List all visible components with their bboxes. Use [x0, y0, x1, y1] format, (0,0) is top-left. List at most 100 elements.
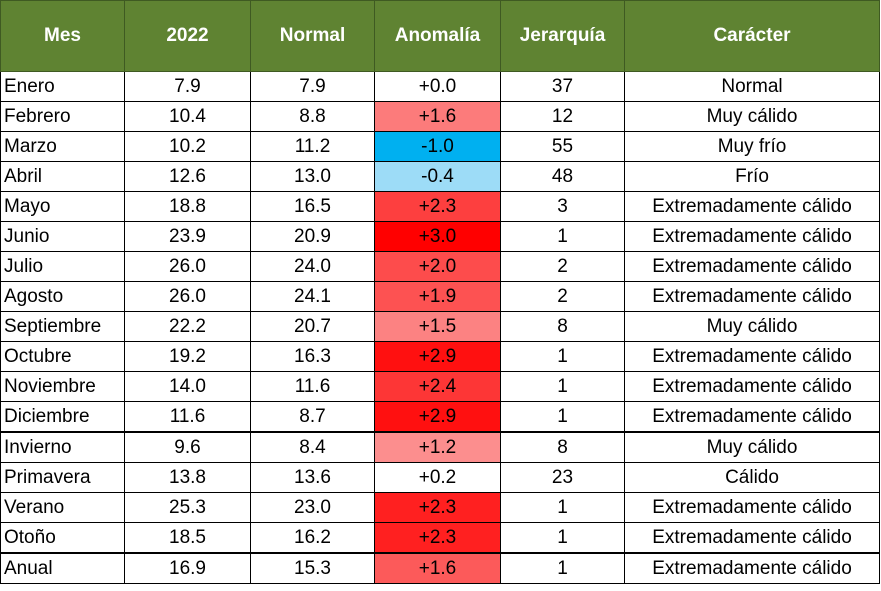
cell-jerarquia: 1	[500, 522, 625, 554]
table-row: Mayo 18.8 16.5 +2.3 3 Extremadamente cálido	[0, 191, 880, 222]
cell-mes: Invierno	[0, 431, 125, 463]
cell-anomalia: +2.9	[374, 401, 501, 433]
cell-normal: 8.8	[250, 101, 375, 132]
header-caracter: Carácter	[624, 0, 880, 72]
cell-normal: 13.0	[250, 161, 375, 192]
cell-anomalia: +1.5	[374, 311, 501, 342]
cell-caracter: Extremadamente cálido	[624, 371, 880, 402]
cell-2022: 11.6	[124, 401, 251, 433]
cell-anomalia: +1.9	[374, 281, 501, 312]
cell-mes: Agosto	[0, 281, 125, 312]
cell-mes: Enero	[0, 71, 125, 102]
header-mes: Mes	[0, 0, 125, 72]
cell-jerarquia: 55	[500, 131, 625, 162]
cell-anomalia: +0.0	[374, 71, 501, 102]
table-row: Junio 23.9 20.9 +3.0 1 Extremadamente cálido	[0, 221, 880, 252]
cell-normal: 16.5	[250, 191, 375, 222]
cell-caracter: Extremadamente cálido	[624, 522, 880, 554]
cell-2022: 26.0	[124, 251, 251, 282]
cell-anomalia: +0.2	[374, 462, 501, 493]
cell-jerarquia: 23	[500, 462, 625, 493]
table-row: Diciembre 11.6 8.7 +2.9 1 Extremadamente cáli…	[0, 401, 880, 433]
cell-caracter: Muy frío	[624, 131, 880, 162]
cell-caracter: Normal	[624, 71, 880, 102]
table-row: Noviembre 14.0 11.6 +2.4 1 Extremadamente cál…	[0, 371, 880, 402]
cell-mes: Diciembre	[0, 401, 125, 433]
cell-caracter: Muy cálido	[624, 101, 880, 132]
cell-caracter: Extremadamente cálido	[624, 191, 880, 222]
cell-caracter: Muy cálido	[624, 431, 880, 463]
cell-normal: 20.9	[250, 221, 375, 252]
cell-anomalia: +3.0	[374, 221, 501, 252]
cell-jerarquia: 48	[500, 161, 625, 192]
cell-2022: 19.2	[124, 341, 251, 372]
cell-2022: 18.8	[124, 191, 251, 222]
table-row: Agosto 26.0 24.1 +1.9 2 Extremadamente cálido	[0, 281, 880, 312]
cell-mes: Julio	[0, 251, 125, 282]
cell-2022: 13.8	[124, 462, 251, 493]
cell-2022: 22.2	[124, 311, 251, 342]
cell-mes: Verano	[0, 492, 125, 523]
cell-jerarquia: 3	[500, 191, 625, 222]
cell-jerarquia: 37	[500, 71, 625, 102]
cell-normal: 20.7	[250, 311, 375, 342]
cell-2022: 25.3	[124, 492, 251, 523]
header-anomalia: Anomalía	[374, 0, 501, 72]
cell-jerarquia: 8	[500, 431, 625, 463]
cell-normal: 13.6	[250, 462, 375, 493]
cell-jerarquia: 1	[500, 552, 625, 584]
cell-jerarquia: 1	[500, 401, 625, 433]
cell-anomalia: +1.6	[374, 101, 501, 132]
table-row: Anual 16.9 15.3 +1.6 1 Extremadamente cálido	[0, 552, 880, 584]
table-row: Febrero 10.4 8.8 +1.6 12 Muy cálido	[0, 101, 880, 132]
cell-jerarquia: 8	[500, 311, 625, 342]
cell-2022: 10.2	[124, 131, 251, 162]
table-row: Octubre 19.2 16.3 +2.9 1 Extremadamente cálid…	[0, 341, 880, 372]
cell-caracter: Extremadamente cálido	[624, 221, 880, 252]
table-row: Septiembre 22.2 20.7 +1.5 8 Muy cálido	[0, 311, 880, 342]
cell-normal: 7.9	[250, 71, 375, 102]
cell-caracter: Extremadamente cálido	[624, 492, 880, 523]
cell-anomalia: -1.0	[374, 131, 501, 162]
cell-jerarquia: 12	[500, 101, 625, 132]
table-row: Julio 26.0 24.0 +2.0 2 Extremadamente cálido	[0, 251, 880, 282]
cell-normal: 16.2	[250, 522, 375, 554]
cell-jerarquia: 1	[500, 221, 625, 252]
header-2022: 2022	[124, 0, 251, 72]
cell-caracter: Extremadamente cálido	[624, 341, 880, 372]
table-row: Invierno 9.6 8.4 +1.2 8 Muy cálido	[0, 431, 880, 463]
cell-normal: 8.7	[250, 401, 375, 433]
cell-jerarquia: 1	[500, 492, 625, 523]
table-row: Abril 12.6 13.0 -0.4 48 Frío	[0, 161, 880, 192]
cell-normal: 16.3	[250, 341, 375, 372]
cell-mes: Anual	[0, 552, 125, 584]
cell-anomalia: +2.9	[374, 341, 501, 372]
cell-2022: 7.9	[124, 71, 251, 102]
cell-caracter: Extremadamente cálido	[624, 281, 880, 312]
cell-anomalia: +1.2	[374, 431, 501, 463]
cell-anomalia: -0.4	[374, 161, 501, 192]
cell-caracter: Cálido	[624, 462, 880, 493]
header-jerarquia: Jerarquía	[500, 0, 625, 72]
cell-mes: Otoño	[0, 522, 125, 554]
cell-normal: 8.4	[250, 431, 375, 463]
cell-caracter: Extremadamente cálido	[624, 552, 880, 584]
cell-caracter: Muy cálido	[624, 311, 880, 342]
cell-mes: Junio	[0, 221, 125, 252]
cell-2022: 16.9	[124, 552, 251, 584]
cell-mes: Abril	[0, 161, 125, 192]
cell-2022: 9.6	[124, 431, 251, 463]
table-row: Marzo 10.2 11.2 -1.0 55 Muy frío	[0, 131, 880, 162]
cell-2022: 18.5	[124, 522, 251, 554]
table-row: Enero 7.9 7.9 +0.0 37 Normal	[0, 71, 880, 102]
cell-normal: 24.1	[250, 281, 375, 312]
cell-anomalia: +2.3	[374, 191, 501, 222]
cell-caracter: Frío	[624, 161, 880, 192]
table-row: Otoño 18.5 16.2 +2.3 1 Extremadamente cálido	[0, 522, 880, 554]
header-normal: Normal	[250, 0, 375, 72]
cell-normal: 11.6	[250, 371, 375, 402]
cell-2022: 10.4	[124, 101, 251, 132]
cell-2022: 23.9	[124, 221, 251, 252]
cell-caracter: Extremadamente cálido	[624, 251, 880, 282]
